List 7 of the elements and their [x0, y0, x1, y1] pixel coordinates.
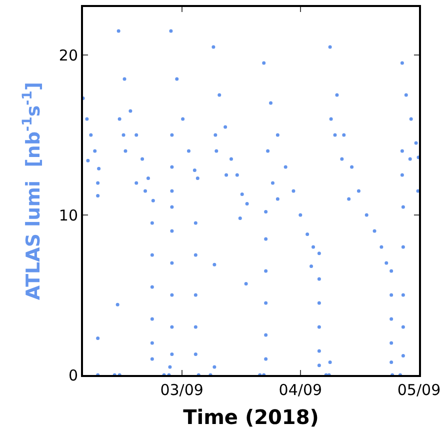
y-tick-label: 0 [68, 366, 78, 384]
x-tick-label: 05/09 [397, 381, 441, 399]
x-tick-label: 03/09 [160, 381, 204, 399]
y-tick-label: 10 [58, 206, 78, 224]
y-tick-label: 20 [58, 46, 78, 64]
x-axis-title: Time (2018) [183, 405, 319, 429]
x-tick-label: 04/09 [278, 381, 322, 399]
